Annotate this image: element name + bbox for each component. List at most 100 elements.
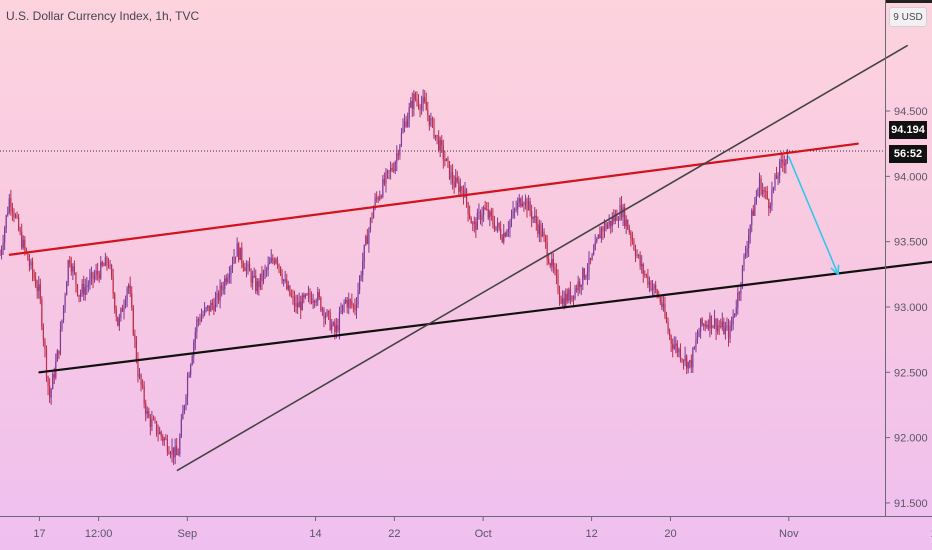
candle-body (555, 270, 558, 276)
candle-body (427, 110, 429, 116)
candle-body (76, 284, 79, 295)
candle-body (84, 286, 86, 295)
candle-body (372, 207, 375, 219)
x-tick-label: 12:00 (85, 528, 113, 540)
candle-body (134, 334, 136, 340)
candle-body (501, 237, 503, 242)
candle-body (388, 170, 390, 172)
candle-body (783, 163, 785, 166)
candle-body (174, 446, 176, 458)
candle-body (16, 215, 18, 217)
candle-body (304, 294, 306, 298)
candle-body (496, 222, 499, 227)
candle-body (183, 405, 186, 412)
candle-body (107, 264, 110, 266)
candle-body (310, 298, 313, 303)
candle-body (627, 219, 629, 230)
candle-body (145, 403, 147, 414)
candle-body (241, 247, 243, 263)
candle-body (320, 297, 322, 311)
candle-body (157, 433, 159, 435)
candle-body (758, 178, 761, 190)
candle-body (771, 189, 773, 206)
candle-body (675, 343, 677, 346)
candle-body (390, 168, 392, 172)
candle-body (757, 189, 759, 197)
candle-body (70, 263, 72, 272)
candle-body (673, 345, 675, 349)
candle-body (317, 292, 319, 302)
candle-body (204, 308, 206, 315)
candle-body (628, 229, 630, 233)
candle-body (596, 238, 598, 242)
candle-body (86, 285, 88, 287)
candle-body (679, 349, 682, 360)
candle-body (128, 285, 130, 289)
candle-body (779, 161, 781, 177)
candle-body (177, 454, 179, 456)
candle-body (718, 325, 720, 327)
candle-body (100, 262, 102, 279)
candle-body (357, 290, 359, 305)
candle-body (328, 310, 330, 313)
candle-body (689, 360, 691, 362)
candle-body (450, 172, 452, 179)
candle-body (259, 273, 261, 288)
candle-body (44, 340, 46, 349)
candle-body (267, 263, 269, 270)
candle-body (188, 374, 190, 378)
candle-body (512, 209, 514, 217)
candle-body (448, 161, 451, 179)
candle-body (112, 276, 114, 294)
candle-body (7, 212, 9, 216)
candle-body (318, 292, 320, 298)
candle-body (545, 236, 547, 243)
candle-body (152, 419, 155, 421)
candle-body (69, 260, 71, 264)
candle-body (521, 203, 523, 207)
candle-body (101, 262, 103, 266)
candle-body (696, 336, 699, 340)
candle-body (782, 159, 784, 164)
candle-body (762, 189, 764, 194)
candle-body (546, 242, 548, 259)
candle-body (39, 284, 41, 300)
candle-body (414, 93, 416, 100)
candle-body (89, 277, 91, 285)
candle-body (49, 386, 51, 398)
candle-body (56, 350, 58, 362)
candle-body (360, 275, 362, 278)
candle-body (611, 217, 613, 227)
candle-body (106, 257, 108, 265)
candle-body (295, 302, 297, 307)
candle-body (659, 297, 661, 302)
candle-body (498, 222, 500, 229)
candle-body (239, 247, 241, 260)
candle-body (391, 168, 393, 171)
currency-selector[interactable]: 9 USD (889, 7, 927, 27)
candle-body (256, 281, 258, 292)
candle-body (636, 254, 638, 256)
candle-body (247, 263, 249, 267)
candle-body (509, 220, 511, 230)
candle-body (493, 224, 496, 230)
candle-body (780, 159, 782, 162)
candle-body (47, 376, 49, 387)
candle-body (594, 241, 596, 251)
candle-body (729, 325, 731, 339)
candle-body (298, 301, 300, 308)
candle-body (217, 292, 220, 301)
candle-body (197, 319, 199, 321)
candle-body (760, 178, 762, 194)
candle-body (149, 417, 151, 427)
candle-body (2, 242, 4, 250)
candle-body (403, 121, 406, 127)
candle-body (67, 260, 69, 283)
candle-body (735, 307, 737, 314)
candle-body (36, 286, 38, 291)
y-tick-label: 92.000 (894, 433, 928, 445)
candle-body (123, 306, 125, 312)
candle-body (421, 103, 423, 110)
candle-body (634, 249, 637, 256)
